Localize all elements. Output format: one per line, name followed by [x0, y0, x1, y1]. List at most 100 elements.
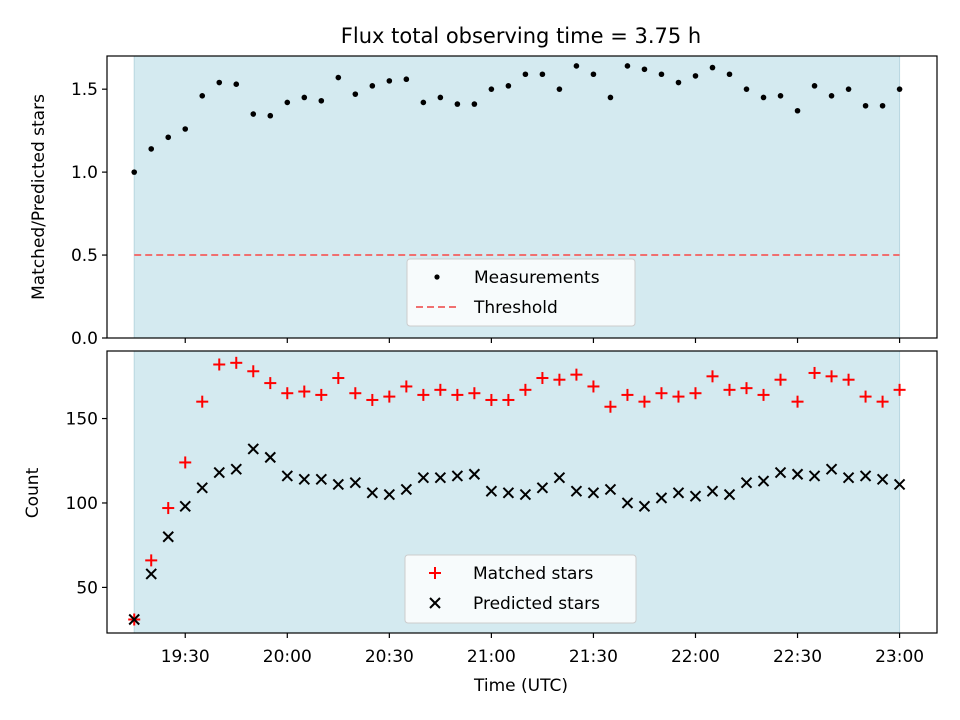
matched-stars-point — [213, 358, 226, 371]
legend-marker-matched-stars — [429, 567, 441, 579]
matched-stars-point — [740, 382, 753, 395]
x-axis-label: Time (UTC) — [473, 676, 568, 696]
predicted-stars-point — [825, 463, 838, 475]
legend-marker-predicted-stars — [429, 597, 441, 609]
matched-stars-point — [502, 393, 515, 406]
matched-stars-point — [655, 387, 668, 400]
y-tick-label: 100 — [66, 494, 98, 514]
predicted-stars-point — [706, 485, 719, 497]
matched-stars-point — [383, 390, 396, 403]
measurements-point — [879, 102, 886, 109]
predicted-stars-point — [145, 568, 157, 580]
predicted-stars-point — [604, 483, 617, 496]
measurements-point — [709, 64, 716, 71]
predicted-stars-point — [383, 488, 396, 501]
measurements-point — [539, 71, 546, 78]
predicted-stars-point — [808, 470, 821, 482]
matched-stars-point — [179, 456, 192, 469]
matched-stars-point — [791, 395, 804, 408]
predicted-stars-point — [791, 468, 804, 480]
y-tick-label: 0.0 — [71, 329, 98, 349]
predicted-stars-point — [638, 500, 651, 513]
measurements-point — [403, 76, 410, 83]
measurements-point — [267, 112, 274, 119]
predicted-stars-point — [689, 490, 702, 502]
predicted-stars-point — [893, 478, 906, 491]
measurements-point — [148, 146, 155, 152]
count-y-axis-label: Count — [23, 467, 43, 518]
measurements-point — [454, 101, 461, 107]
matched-stars-point — [723, 383, 736, 396]
predicted-stars-point — [757, 475, 770, 487]
measurements-point — [624, 63, 631, 69]
measurements-point — [675, 79, 682, 86]
matched-stars-point — [468, 387, 481, 400]
matched-stars-point — [825, 370, 838, 383]
matched-stars-point — [264, 377, 277, 390]
y-tick-label: 150 — [66, 410, 98, 430]
legend-label-predicted-stars: Predicted stars — [473, 594, 600, 614]
predicted-stars-point — [196, 482, 208, 494]
measurements-point — [471, 101, 478, 107]
matched-stars-point — [859, 390, 872, 403]
measurements-point — [845, 86, 852, 92]
measurements-point — [658, 71, 665, 78]
predicted-stars-point — [417, 471, 430, 484]
y-tick-label: 0.5 — [71, 246, 98, 266]
predicted-stars-point — [247, 443, 259, 455]
y-tick-label: 1.5 — [71, 80, 98, 100]
measurements-point — [590, 71, 597, 78]
matched-stars-point — [808, 366, 821, 379]
matched-stars-point — [604, 400, 617, 413]
predicted-stars-point — [723, 488, 736, 501]
measurements-point — [386, 78, 393, 84]
predicted-stars-point — [519, 488, 532, 501]
measurements-point — [165, 134, 172, 141]
measurements-point — [641, 66, 648, 73]
predicted-stars-point — [553, 471, 566, 484]
predicted-stars-point — [264, 451, 276, 464]
x-tick-label: 21:30 — [569, 647, 618, 667]
predicted-stars-point — [672, 487, 685, 499]
predicted-stars-point — [859, 470, 872, 482]
measurements-point — [862, 102, 869, 109]
x-tick-label: 23:00 — [875, 647, 924, 667]
measurements-point — [488, 86, 495, 92]
measurements-point — [199, 93, 206, 99]
x-tick-label: 19:30 — [161, 647, 210, 667]
measurements-point — [505, 83, 512, 89]
count-legend-box — [404, 554, 637, 624]
ratio-panel: Matched/Predicted stars 0.0 0.5 1.0 1.5 Mea… — [29, 55, 938, 349]
predicted-stars-point — [434, 471, 447, 484]
predicted-stars-point — [179, 500, 191, 513]
ratio-y-axis-label: Matched/Predicted stars — [29, 94, 49, 300]
matched-stars-point — [672, 390, 685, 403]
predicted-stars-point — [315, 473, 328, 486]
matched-stars-point — [587, 380, 600, 393]
ratio-legend-box — [406, 258, 636, 327]
matched-stars-point — [570, 368, 583, 381]
matched-stars-point — [689, 387, 702, 400]
measurements-point — [233, 81, 240, 87]
matched-stars-point — [451, 388, 464, 401]
predicted-stars-point — [400, 483, 413, 496]
measurements-point — [318, 97, 325, 104]
measurements-point — [743, 86, 750, 92]
predicted-stars-point — [128, 613, 140, 626]
x-tick-label: 20:00 — [263, 647, 312, 667]
predicted-stars-point — [621, 497, 634, 509]
legend-label-measurements: Measurements — [474, 268, 600, 288]
matched-stars-point — [876, 395, 889, 408]
predicted-stars-point — [842, 471, 855, 484]
legend-label-threshold: Threshold — [473, 298, 558, 318]
predicted-stars-point — [230, 463, 242, 475]
predicted-stars-point — [485, 485, 498, 497]
ratio-legend: Measurements Threshold — [406, 258, 636, 327]
matched-stars-point — [349, 387, 362, 400]
measurements-point — [573, 63, 580, 69]
predicted-stars-point — [502, 487, 515, 499]
y-tick-label: 50 — [76, 578, 98, 598]
predicted-stars-point — [162, 531, 174, 543]
predicted-stars-point — [281, 470, 293, 482]
